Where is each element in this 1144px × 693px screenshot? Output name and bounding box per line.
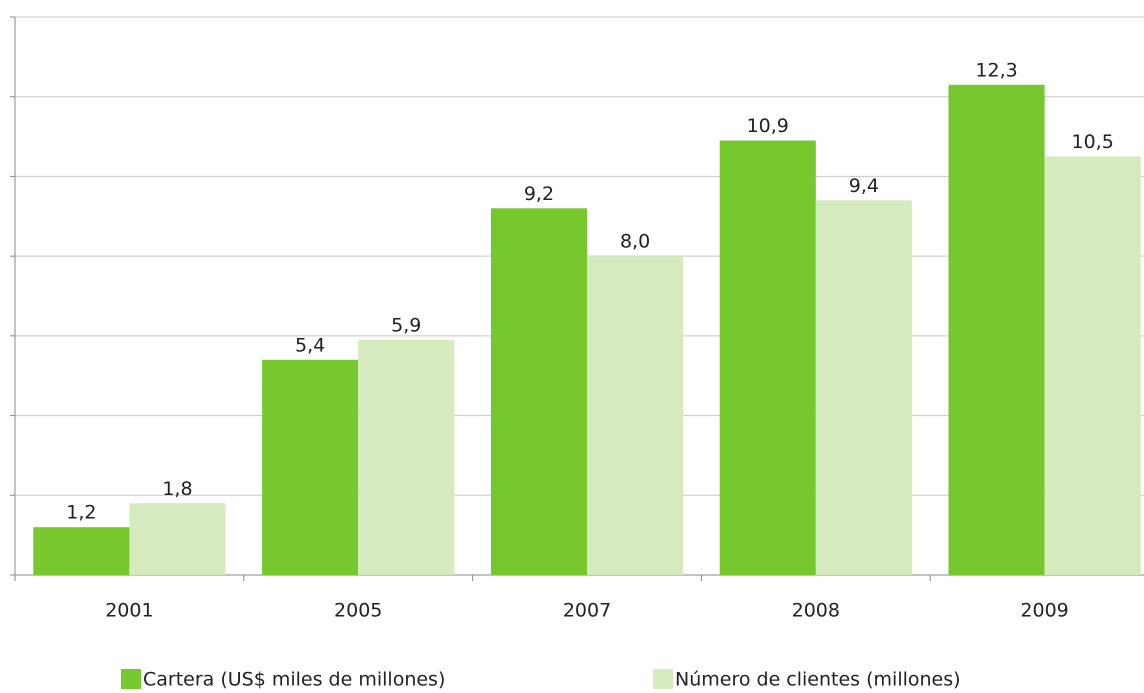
x-tick-label: 2005 — [334, 600, 382, 622]
data-label: 1,8 — [162, 478, 192, 500]
data-label: 10,5 — [1071, 131, 1113, 153]
x-tick-label: 2007 — [563, 600, 611, 622]
x-tick-label: 2008 — [792, 600, 840, 622]
data-label: 1,2 — [66, 502, 96, 524]
bar — [490, 208, 587, 576]
bar — [948, 84, 1045, 575]
bar — [719, 140, 816, 576]
legend-swatch — [121, 669, 141, 689]
data-label: 5,9 — [391, 314, 421, 336]
x-tick-label: 2009 — [1020, 600, 1068, 622]
legend-swatch — [653, 669, 673, 689]
data-label: 8,0 — [620, 231, 650, 253]
legend-label: Cartera (US$ miles de millones) — [143, 669, 445, 691]
data-label: 9,4 — [849, 175, 879, 197]
bar — [358, 339, 455, 575]
bar — [1044, 156, 1141, 575]
legend-label: Número de clientes (millones) — [675, 669, 961, 691]
bar — [129, 503, 226, 575]
bar — [587, 256, 684, 575]
data-label: 9,2 — [524, 183, 554, 205]
data-label: 10,9 — [747, 115, 789, 137]
bar — [815, 200, 912, 576]
bar — [262, 359, 359, 575]
data-label: 12,3 — [975, 59, 1017, 81]
x-tick-label: 2001 — [105, 600, 153, 622]
data-label: 5,4 — [295, 334, 325, 356]
bar — [33, 527, 130, 575]
